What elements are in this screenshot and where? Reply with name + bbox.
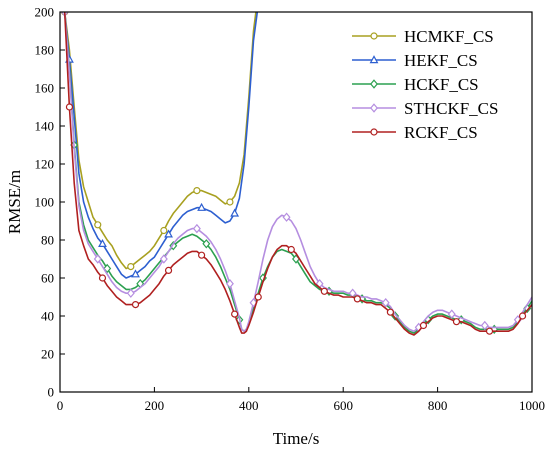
x-axis-title: Time/s [273,429,320,448]
legend-label: HEKF_CS [404,51,478,70]
data-point-rckf-cs [198,251,206,259]
y-tick-label: 140 [35,119,55,134]
x-tick-label: 600 [333,398,353,413]
legend-marker [370,32,378,40]
data-point-rckf-cs [98,274,107,282]
legend-marker [369,55,379,64]
data-point-rckf-cs [65,103,74,111]
axes-layer: 0 200 400 600 800 1000 0 20 40 60 80 100 120 140 160 18… [35,5,546,414]
data-point-rckf-cs [485,327,494,335]
y-tick-label: 120 [35,157,55,172]
series-hekf-cs [63,12,259,279]
legend-item-hckf-cs: HCKF_CS [352,75,479,94]
legend-label: STHCKF_CS [404,99,498,118]
y-tick-label: 40 [41,309,54,324]
data-point-sthckf-cs [480,320,489,331]
data-point-rckf-cs [452,318,461,326]
legend-marker [370,128,378,136]
series-line-hekf-cs [63,12,259,279]
data-point-hcmkf-cs [94,221,102,229]
series-layer [60,12,532,336]
x-tick-label: 0 [57,398,64,413]
legend-item-sthckf-cs: STHCKF_CS [352,99,498,118]
data-point-rckf-cs [353,295,361,303]
y-tick-label: 20 [41,347,54,362]
x-tick-label: 200 [145,398,165,413]
series-rckf-cs [63,12,532,336]
data-point-rckf-cs [419,321,428,330]
data-point-hcmkf-cs [193,187,201,195]
legend-item-rckf-cs: RCKF_CS [352,123,478,142]
x-tick-label: 800 [428,398,448,413]
data-point-sthckf-cs [447,309,456,319]
legend-item-hcmkf-cs: HCMKF_CS [352,27,494,46]
data-point-rckf-cs [254,293,262,301]
data-point-rckf-cs [386,308,394,316]
data-point-rckf-cs [131,301,140,309]
y-tick-label: 200 [35,5,55,20]
legend-marker [370,79,378,89]
y-tick-label: 160 [35,81,55,96]
legend-marker [370,103,378,113]
y-tick-label: 80 [41,233,54,248]
data-point-hckf-cs [202,239,211,249]
y-tick-label: 0 [48,385,55,400]
legend-label: HCMKF_CS [404,27,494,46]
data-point-hekf-cs [230,208,240,217]
data-point-sthckf-cs [282,212,291,222]
y-tick-label: 60 [41,271,54,286]
series-hcmkf-cs [61,12,257,271]
data-point-sthckf-cs [381,297,390,308]
legend-item-hekf-cs: HEKF_CS [352,51,478,70]
series-sthckf-cs [60,12,532,333]
data-point-rckf-cs [231,310,239,318]
data-point-hekf-cs [98,238,107,247]
data-point-sthckf-cs [192,223,201,234]
data-point-hekf-cs [197,202,207,211]
data-point-hckf-cs [169,240,178,251]
data-point-rckf-cs [320,287,328,295]
y-tick-label: 180 [35,43,55,58]
data-point-sthckf-cs [159,254,168,264]
data-point-hekf-cs [164,229,173,238]
data-point-sthckf-cs [225,278,234,289]
legend-label: RCKF_CS [404,123,478,142]
x-tick-label: 400 [239,398,259,413]
data-point-rckf-cs [518,312,527,320]
data-point-hcmkf-cs [226,198,234,206]
data-point-hcmkf-cs [160,226,168,235]
legend-label: HCKF_CS [404,75,479,94]
y-tick-label: 100 [35,195,55,210]
data-point-rckf-cs [164,266,173,274]
y-axis-title: RMSE/m [5,170,24,234]
data-point-hcmkf-cs [127,263,135,271]
data-point-hekf-cs [131,269,140,278]
series-line-hckf-cs [63,12,532,334]
data-point-sthckf-cs [126,288,135,298]
data-point-rckf-cs [287,245,295,254]
legend: HCMKF_CS HEKF_CS HCKF_CS STHCKF_CS RCKF_CS [352,27,498,142]
data-point-sthckf-cs [93,254,102,264]
x-tick-label: 1000 [519,398,545,413]
